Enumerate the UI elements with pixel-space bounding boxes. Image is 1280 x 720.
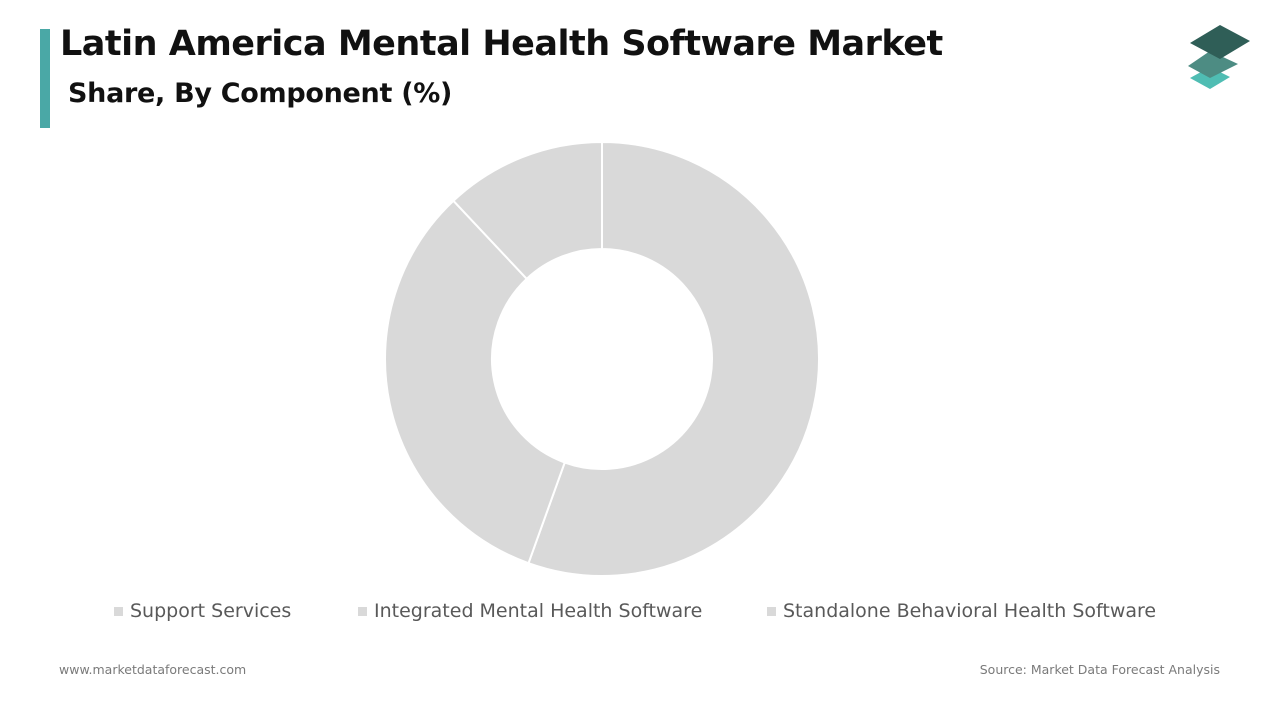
stacked-layers-icon	[1188, 25, 1250, 89]
logo-layer-top	[1190, 25, 1250, 59]
title-accent-bar	[40, 29, 50, 128]
legend-swatch	[767, 606, 776, 616]
logo-layer-middle	[1188, 51, 1238, 78]
footer-website: www.marketdataforecast.com	[59, 662, 247, 677]
legend-item: Integrated Mental Health Software	[358, 600, 702, 622]
slice-support-services	[527, 140, 820, 577]
legend-label-support-services: Support Services	[130, 600, 292, 622]
legend-item: Support Services	[114, 600, 291, 622]
slice-integrated-mental-health-software	[384, 199, 567, 565]
legend-label-integrated-mental-health-software: Integrated Mental Health Software	[374, 600, 703, 622]
legend-item: Standalone Behavioral Health Software	[767, 600, 1156, 622]
donut-chart	[384, 140, 820, 577]
legend-label-standalone-behavioral-health-software: Standalone Behavioral Health Software	[783, 600, 1157, 622]
legend-swatch	[114, 606, 123, 616]
chart-subtitle: Share, By Component (%)	[68, 78, 453, 109]
chart-legend: Support Services Integrated Mental Healt…	[0, 600, 1280, 630]
slice-standalone-behavioral-health-software	[452, 140, 603, 281]
chart-title: Latin America Mental Health Software Mar…	[60, 24, 943, 64]
footer-source: Source: Market Data Forecast Analysis	[979, 662, 1220, 677]
legend-swatch	[358, 606, 367, 616]
